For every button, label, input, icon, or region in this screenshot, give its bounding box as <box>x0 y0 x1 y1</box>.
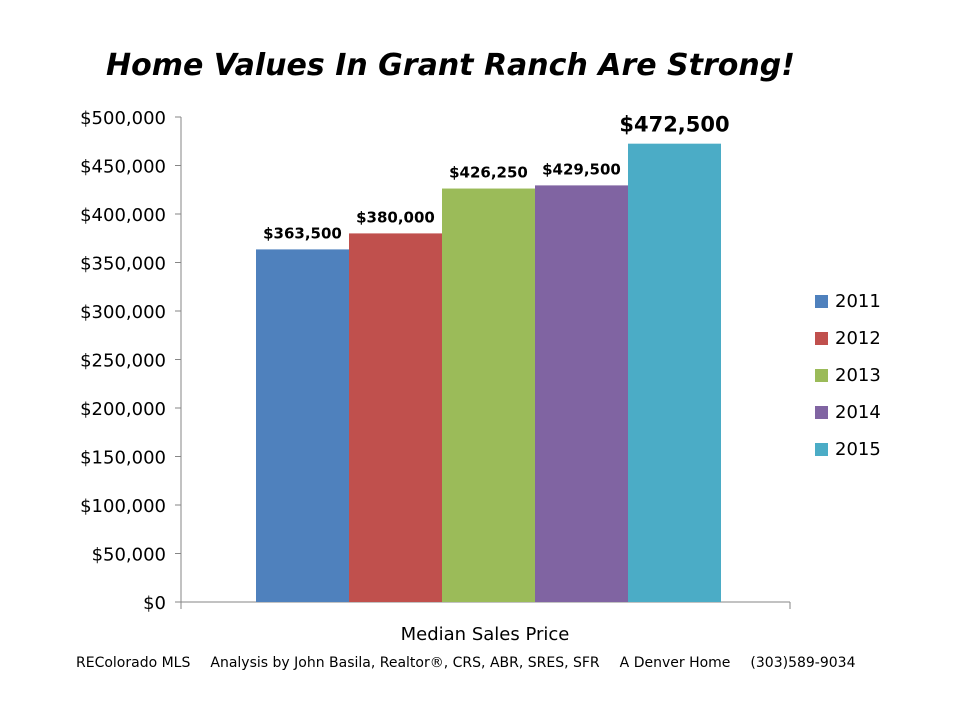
y-tick-label: $450,000 <box>80 157 166 178</box>
legend-label-2012: 2012 <box>835 328 881 349</box>
y-tick-label: $250,000 <box>80 351 166 372</box>
y-tick-label: $300,000 <box>80 302 166 323</box>
x-category-label: Median Sales Price <box>401 624 570 645</box>
legend-swatch-2012 <box>815 332 828 345</box>
footer-source: REColorado MLS <box>76 655 191 671</box>
data-label-2015: $472,500 <box>619 113 729 137</box>
y-tick-label: $200,000 <box>80 399 166 420</box>
footer-phone: (303)589-9034 <box>750 655 856 671</box>
legend-swatch-2011 <box>815 295 828 308</box>
y-tick-label: $150,000 <box>80 448 166 469</box>
bar-2012 <box>349 233 442 602</box>
footer-company: A Denver Home <box>619 655 731 671</box>
y-tick-label: $500,000 <box>80 108 166 129</box>
y-tick-label: $100,000 <box>80 496 166 517</box>
data-label-2011: $363,500 <box>263 224 342 242</box>
data-label-2012: $380,000 <box>356 208 435 226</box>
footer-analysis: Analysis by John Basila, Realtor®, CRS, … <box>210 655 600 671</box>
bar-2014 <box>535 185 628 602</box>
y-tick-label: $0 <box>143 593 166 614</box>
legend-label-2011: 2011 <box>835 291 881 312</box>
legend-swatch-2014 <box>815 406 828 419</box>
bar-chart: $0 $50,000 $100,000 $150,000 $200,000 $250,00… <box>80 108 881 645</box>
bar-2013 <box>442 188 535 602</box>
y-tick-label: $350,000 <box>80 254 166 275</box>
bar-2011 <box>256 249 349 602</box>
data-label-2014: $429,500 <box>542 160 621 178</box>
legend-swatch-2015 <box>815 443 828 456</box>
legend-label-2014: 2014 <box>835 402 881 423</box>
legend-swatch-2013 <box>815 369 828 382</box>
footer: REColorado MLS Analysis by John Basila, … <box>76 655 916 671</box>
y-tick-label: $400,000 <box>80 205 166 226</box>
y-tick-label: $50,000 <box>92 545 166 566</box>
data-label-2013: $426,250 <box>449 164 528 182</box>
legend-label-2015: 2015 <box>835 439 881 460</box>
legend-label-2013: 2013 <box>835 365 881 386</box>
bar-2015 <box>628 143 721 603</box>
chart-title: Home Values In Grant Ranch Are Strong! <box>106 48 795 83</box>
